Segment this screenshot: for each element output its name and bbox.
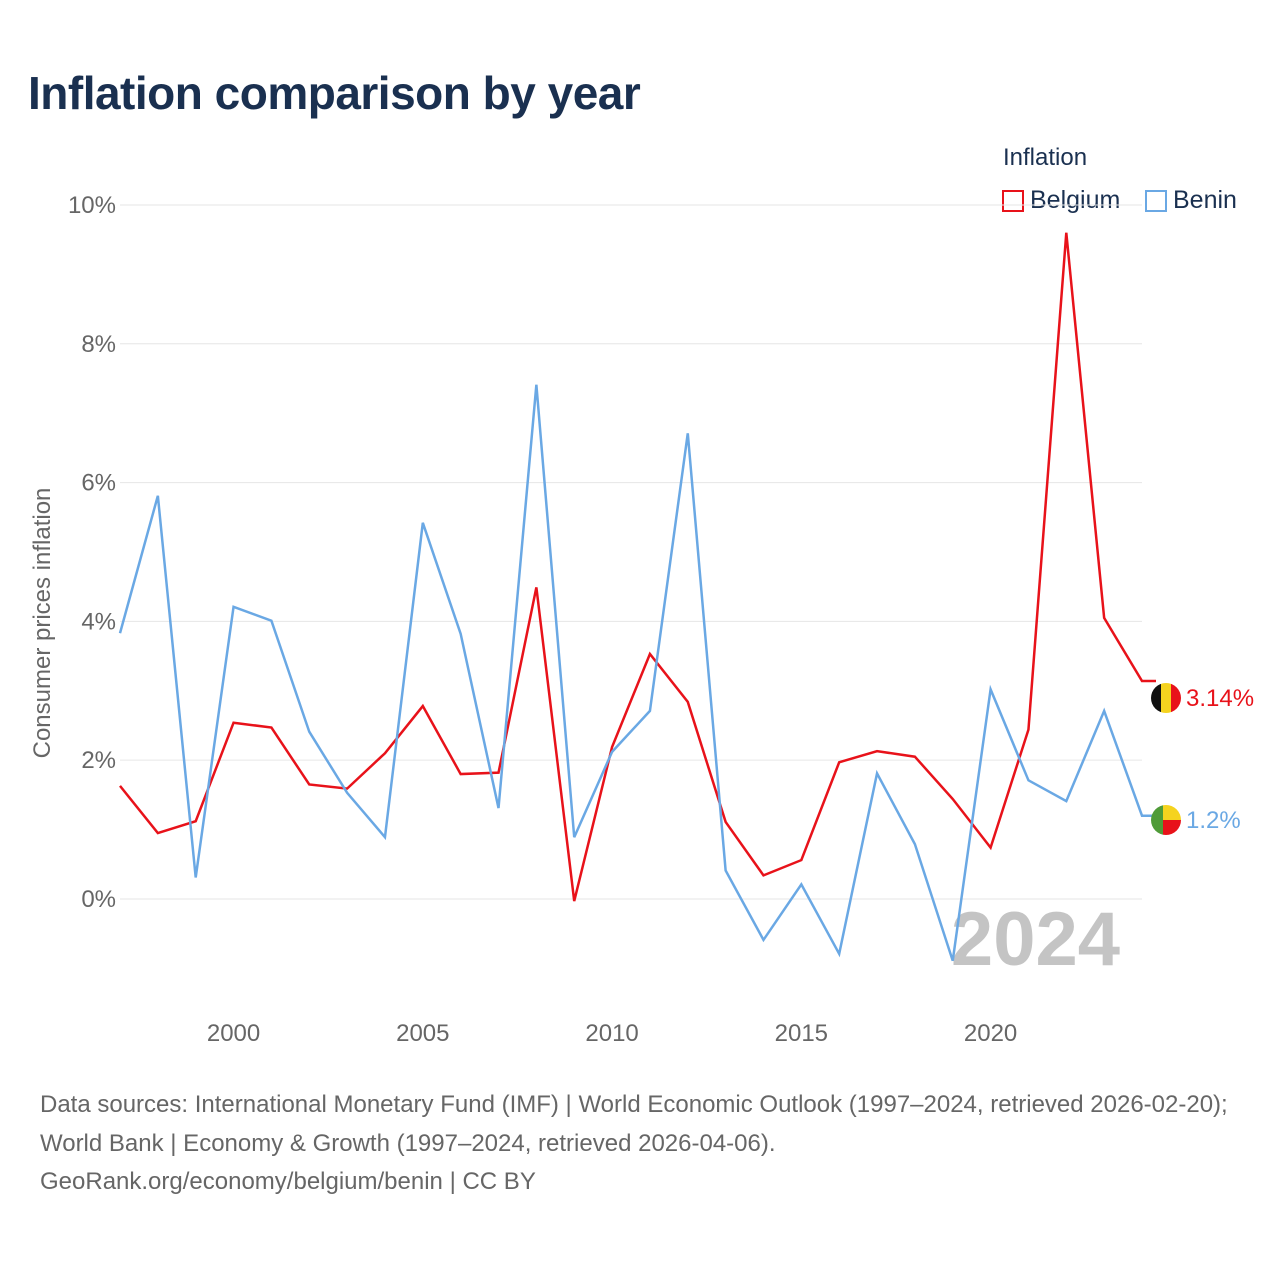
series-line-benin[interactable] (118, 384, 1156, 962)
legend-item-belgium[interactable]: Belgium (1002, 186, 1120, 215)
series-line-belgium[interactable] (119, 232, 1156, 902)
benin-flag-icon (1151, 805, 1181, 835)
line-chart: 0%2%4%6%8%10% 2000 2005 2010 2015 2020 2024 … (29, 192, 1254, 1047)
legend-label-belgium: Belgium (1030, 186, 1121, 214)
legend-swatch-benin (1145, 189, 1167, 212)
year-watermark: 2024 (951, 897, 1120, 982)
y-tick-label: 10% (68, 192, 116, 219)
y-axis-ticks: 0% 2% 4% 6% 8% 10% (68, 192, 116, 913)
belgium-flag-icon (1151, 683, 1181, 713)
chart-title: Inflation comparison by year (28, 67, 641, 119)
data-sources: Data sources: International Monetary Fun… (40, 1086, 1255, 1202)
legend-title: Inflation (1003, 144, 1088, 171)
sources-link[interactable]: GeoRank.org/economy/belgium/benin | CC B… (40, 1168, 536, 1195)
sources-text: Data sources: International Monetary Fun… (40, 1091, 1228, 1157)
x-tick-label: 2000 (207, 1020, 260, 1047)
grid-lines (120, 204, 1142, 900)
series-lines (118, 232, 1156, 962)
y-tick-label: 0% (81, 886, 116, 913)
legend-swatch-belgium (1002, 189, 1024, 212)
end-label-belgium: 3.14% (1186, 685, 1254, 712)
x-tick-label: 2005 (396, 1020, 449, 1047)
x-tick-label: 2010 (585, 1020, 638, 1047)
y-tick-label: 8% (81, 331, 116, 358)
legend-label-benin: Benin (1173, 186, 1237, 214)
end-label-benin: 1.2% (1186, 807, 1241, 834)
x-tick-label: 2020 (964, 1020, 1017, 1047)
x-tick-label: 2015 (775, 1020, 828, 1047)
x-axis-ticks: 2000 2005 2010 2015 2020 (207, 1020, 1017, 1047)
y-tick-label: 2% (81, 747, 116, 774)
legend-item-benin[interactable]: Benin (1145, 186, 1237, 215)
y-axis-label: Consumer prices inflation (29, 488, 56, 759)
y-tick-label: 6% (81, 470, 116, 497)
y-tick-label: 4% (81, 608, 116, 635)
